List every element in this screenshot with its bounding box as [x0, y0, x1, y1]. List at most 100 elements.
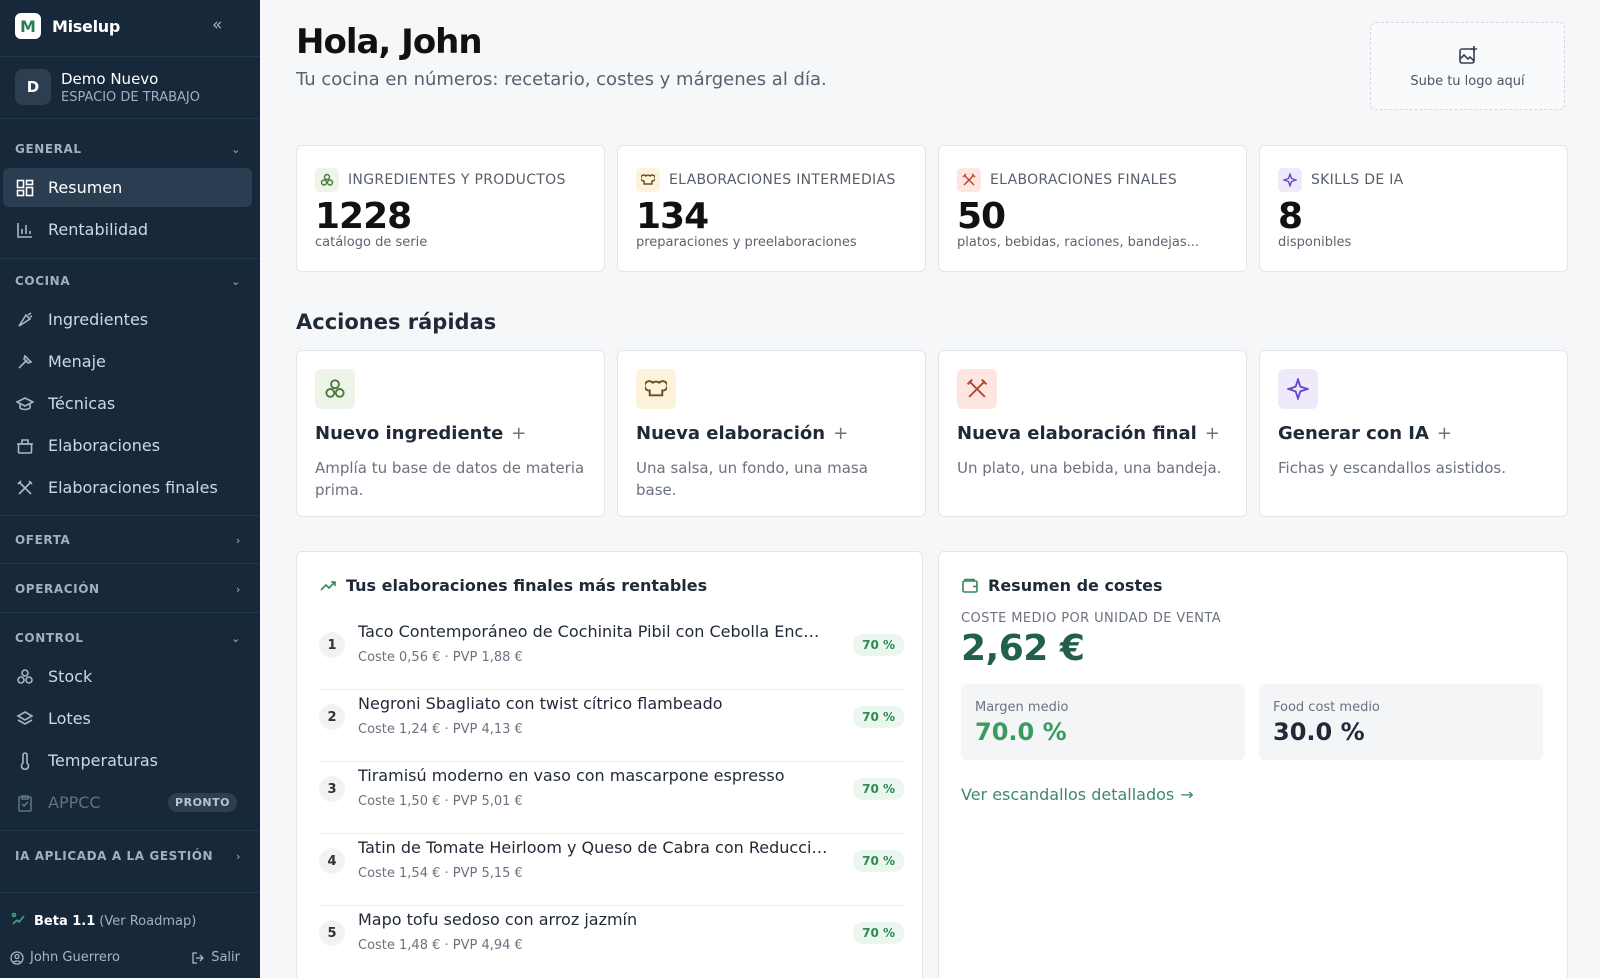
dashboard-icon: [15, 178, 35, 198]
divider: [0, 612, 260, 613]
sidebar-item-ingredientes[interactable]: Ingredientes: [3, 300, 252, 339]
sidebar-item-label: Resumen: [48, 178, 123, 197]
stat-description: preparaciones y preelaboraciones: [636, 235, 857, 250]
section-cocina[interactable]: COCINA ⌄: [15, 272, 241, 290]
stat-card-finales[interactable]: ELABORACIONES FINALES 50 platos, bebidas…: [938, 145, 1247, 272]
final-name: Negroni Sbagliato con twist cítrico flam…: [358, 694, 723, 713]
foodcost-value: 30.0 %: [1273, 718, 1365, 746]
table-row[interactable]: 4 Tatin de Tomate Heirloom y Queso de Ca…: [319, 834, 904, 906]
link-label: Ver escandallos detallados: [961, 785, 1175, 804]
version-info[interactable]: Beta 1.1 (Ver Roadmap): [10, 911, 196, 931]
sidebar-item-label: Elaboraciones: [48, 436, 161, 455]
divider: [0, 830, 260, 831]
workspace-switcher[interactable]: D Demo Nuevo ESPACIO DE TRABAJO: [15, 69, 200, 105]
final-cost: Coste 1,24 € · PVP 4,13 €: [358, 722, 523, 737]
stat-card-ingredientes[interactable]: INGREDIENTES Y PRODUCTOS 1228 catálogo d…: [296, 145, 605, 272]
quick-action-new-final[interactable]: Nueva elaboración final + Un plato, una b…: [938, 350, 1247, 517]
margin-badge: 70 %: [853, 706, 904, 728]
quick-action-generate-ia[interactable]: Generar con IA + Fichas y escandallos asi…: [1259, 350, 1568, 517]
section-title-quick-actions: Acciones rápidas: [296, 310, 497, 334]
chevron-right-icon: ›: [236, 849, 241, 863]
stat-value: 1228: [315, 196, 412, 237]
boxes-icon: [15, 667, 35, 687]
sidebar-item-elaboraciones[interactable]: Elaboraciones: [3, 426, 252, 465]
brand[interactable]: M Miselup: [15, 12, 120, 40]
stat-value: 50: [957, 196, 1006, 237]
stat-card-intermedias[interactable]: ELABORACIONES INTERMEDIAS 134 preparacio…: [617, 145, 926, 272]
final-name: Tatin de Tomate Heirloom y Queso de Cabr…: [358, 838, 828, 857]
thermometer-icon: [15, 751, 35, 771]
table-row[interactable]: 2 Negroni Sbagliato con twist cítrico fl…: [319, 690, 904, 762]
collapse-sidebar-icon[interactable]: «: [212, 15, 223, 35]
chevron-right-icon: ›: [236, 533, 241, 547]
section-operacion[interactable]: OPERACIÓN ›: [15, 580, 241, 598]
user-profile[interactable]: John Guerrero: [10, 950, 120, 965]
margin-badge: 70 %: [853, 634, 904, 656]
quick-action-description: Fichas y escandallos asistidos.: [1278, 459, 1506, 477]
section-control[interactable]: CONTROL ⌄: [15, 629, 241, 647]
brand-logo: M: [15, 13, 41, 39]
section-label: COCINA: [15, 274, 71, 288]
sidebar-item-temperaturas[interactable]: Temperaturas: [3, 741, 252, 780]
bar-chart-icon: [15, 220, 35, 240]
rank-badge: 2: [319, 704, 345, 730]
stat-description: platos, bebidas, raciones, bandejas...: [957, 235, 1200, 250]
ingredients-icon: [315, 168, 339, 192]
quick-action-new-ingredient[interactable]: Nuevo ingrediente + Amplía tu base de dat…: [296, 350, 605, 517]
roadmap-link[interactable]: (Ver Roadmap): [99, 913, 197, 929]
user-name: John Guerrero: [30, 950, 120, 965]
sidebar-item-resumen[interactable]: Resumen: [3, 168, 252, 207]
sidebar-item-menaje[interactable]: Menaje: [3, 342, 252, 381]
final-cost: Coste 0,56 € · PVP 1,88 €: [358, 650, 523, 665]
sidebar-item-lotes[interactable]: Lotes: [3, 699, 252, 738]
workspace-avatar: D: [15, 69, 51, 105]
rank-badge: 3: [319, 776, 345, 802]
detailed-costs-link[interactable]: Ver escandallos detallados →: [961, 785, 1194, 804]
table-row[interactable]: 3 Tiramisú moderno en vaso con mascarpon…: [319, 762, 904, 834]
table-row[interactable]: 1 Taco Contemporáneo de Cochinita Pibil …: [319, 618, 904, 690]
graduation-cap-icon: [15, 394, 35, 414]
panel-title: Resumen de costes: [988, 576, 1163, 595]
section-oferta[interactable]: OFERTA ›: [15, 531, 241, 549]
sidebar-item-stock[interactable]: Stock: [3, 657, 252, 696]
section-general[interactable]: GENERAL ⌄: [15, 140, 241, 158]
costs-summary-panel: Resumen de costes COSTE MEDIO POR UNIDAD…: [938, 551, 1568, 978]
sparkles-icon: [1278, 369, 1318, 409]
table-row[interactable]: 5 Mapo tofu sedoso con arroz jazmín Cost…: [319, 906, 904, 978]
sidebar-item-label: APPCC: [48, 793, 101, 812]
sidebar-item-tecnicas[interactable]: Técnicas: [3, 384, 252, 423]
final-name: Tiramisú moderno en vaso con mascarpone …: [358, 766, 785, 785]
final-name: Taco Contemporáneo de Cochinita Pibil co…: [358, 622, 828, 641]
hammer-icon: [15, 352, 35, 372]
divider: [0, 563, 260, 564]
user-circle-icon: [10, 950, 24, 965]
sidebar-item-label: Stock: [48, 667, 93, 686]
carrot-icon: [15, 310, 35, 330]
section-label: IA APLICADA A LA GESTIÓN: [15, 849, 214, 863]
sidebar-item-rentabilidad[interactable]: Rentabilidad: [3, 210, 252, 249]
stat-label: INGREDIENTES Y PRODUCTOS: [348, 172, 566, 188]
section-label: GENERAL: [15, 142, 82, 156]
margin-value: 70.0 %: [975, 718, 1067, 746]
quick-action-new-elaboration[interactable]: Nueva elaboración + Una salsa, un fondo, …: [617, 350, 926, 517]
final-cost: Coste 1,50 € · PVP 5,01 €: [358, 794, 523, 809]
section-ia[interactable]: IA APLICADA A LA GESTIÓN ›: [15, 847, 241, 865]
stat-description: disponibles: [1278, 235, 1352, 250]
stat-value: 8: [1278, 196, 1303, 237]
logo-upload-dropzone[interactable]: Sube tu logo aquí: [1370, 22, 1565, 110]
arrow-right-icon: →: [1180, 785, 1194, 804]
sidebar: M Miselup « D Demo Nuevo ESPACIO DE TRAB…: [0, 0, 260, 978]
image-plus-icon: [1458, 45, 1477, 64]
foodcost-label: Food cost medio: [1273, 700, 1380, 715]
trending-up-icon: [320, 580, 336, 591]
workspace-label: ESPACIO DE TRABAJO: [61, 89, 200, 105]
stat-label: SKILLS DE IA: [1311, 172, 1404, 188]
section-label: OFERTA: [15, 533, 71, 547]
stat-card-skills[interactable]: SKILLS DE IA 8 disponibles: [1259, 145, 1568, 272]
sidebar-item-elaboraciones-finales[interactable]: Elaboraciones finales: [3, 468, 252, 507]
workspace-name: Demo Nuevo: [61, 69, 159, 88]
logout-button[interactable]: Salir: [191, 950, 240, 965]
chevron-down-icon: ⌄: [231, 274, 241, 288]
sparkles-icon: [1278, 168, 1302, 192]
final-cost: Coste 1,54 € · PVP 5,15 €: [358, 866, 523, 881]
